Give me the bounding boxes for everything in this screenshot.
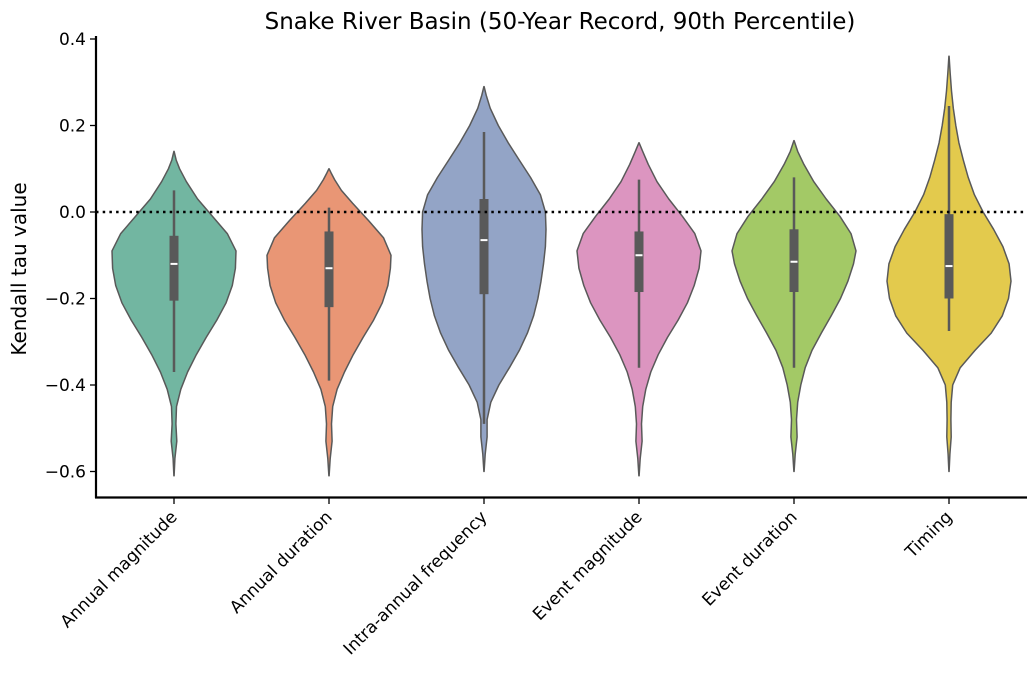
violin-5 bbox=[731, 139, 857, 473]
violin-median bbox=[480, 239, 488, 242]
y-tick-label: 0.2 bbox=[59, 117, 86, 137]
x-tick-label: Timing bbox=[901, 507, 956, 562]
violin-iqr-box bbox=[479, 199, 489, 295]
violin-iqr-box bbox=[324, 231, 334, 308]
y-axis-label: Kendall tau value bbox=[7, 182, 31, 355]
violin-iqr-box bbox=[634, 231, 644, 293]
x-tick-label: Intra-annual frequency bbox=[340, 507, 492, 659]
chart-title: Snake River Basin (50-Year Record, 90th … bbox=[265, 9, 856, 35]
y-tick-label: 0.4 bbox=[59, 30, 86, 50]
violin-median bbox=[945, 265, 953, 268]
x-tick-label: Event duration bbox=[699, 507, 802, 610]
violin-iqr-box bbox=[944, 214, 954, 299]
violin-3 bbox=[421, 85, 547, 473]
x-axis-ticks: Annual magnitude Annual duration Intra-ann… bbox=[57, 498, 957, 659]
y-axis-ticks: −0.6 −0.4 −0.2 0.0 0.2 0.4 bbox=[45, 30, 96, 483]
violin-iqr-box bbox=[169, 235, 179, 301]
x-tick-label: Annual magnitude bbox=[57, 507, 182, 632]
x-tick-label: Annual duration bbox=[226, 507, 336, 617]
violin-2 bbox=[266, 168, 392, 477]
violin-median bbox=[790, 260, 798, 263]
violin-4 bbox=[576, 142, 702, 477]
violin-median bbox=[325, 267, 333, 270]
violin-iqr-box bbox=[789, 229, 799, 293]
violin-layer bbox=[111, 55, 1012, 477]
x-tick-label: Event magnitude bbox=[529, 507, 646, 624]
violin-median bbox=[635, 254, 643, 257]
violin-median bbox=[170, 262, 178, 265]
violin-6 bbox=[886, 55, 1012, 473]
y-tick-label: −0.2 bbox=[45, 290, 86, 310]
y-tick-label: −0.6 bbox=[45, 463, 86, 483]
violin-1 bbox=[111, 150, 237, 477]
y-tick-label: 0.0 bbox=[59, 203, 86, 223]
y-tick-label: −0.4 bbox=[45, 376, 86, 396]
